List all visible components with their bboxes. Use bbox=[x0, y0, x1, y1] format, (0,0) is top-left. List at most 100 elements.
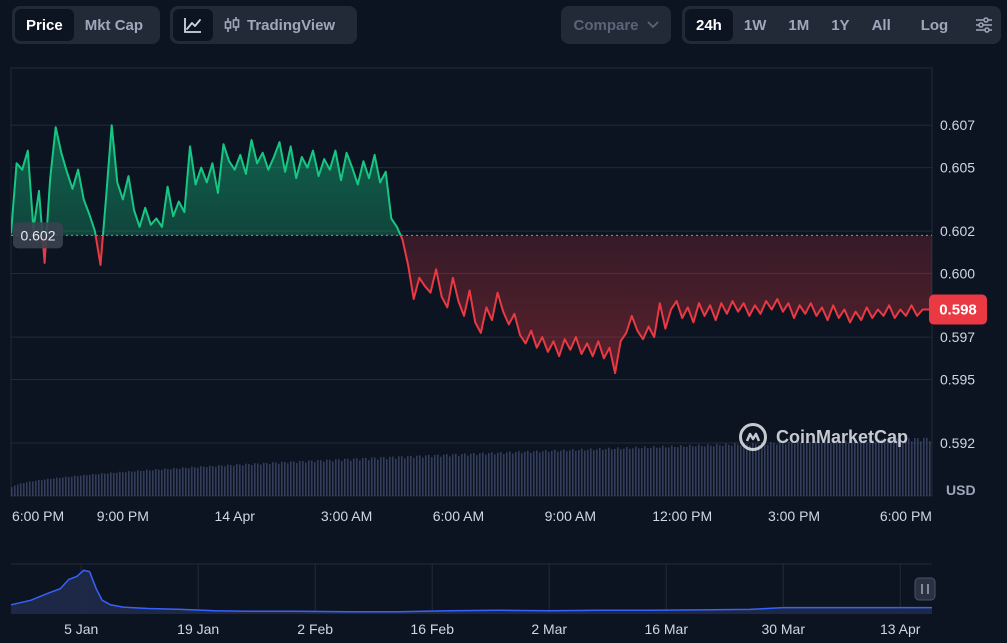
volume-bar bbox=[437, 454, 439, 496]
current-price-label: 0.598 bbox=[939, 302, 977, 319]
volume-bar bbox=[650, 447, 652, 496]
volume-bar bbox=[590, 448, 592, 496]
volume-bar bbox=[827, 441, 829, 496]
navigator-tick-label: 2 Mar bbox=[531, 621, 567, 637]
volume-bar bbox=[674, 446, 676, 496]
volume-bar bbox=[701, 445, 703, 496]
range-toggle: 24h 1W 1M 1Y All Log bbox=[682, 6, 1001, 44]
volume-bar bbox=[362, 457, 364, 496]
volume-bar bbox=[767, 444, 769, 496]
x-tick-label: 9:00 AM bbox=[545, 508, 596, 524]
navigator-tick-label: 5 Jan bbox=[64, 621, 98, 637]
volume-bar bbox=[599, 447, 601, 496]
volume-bar bbox=[665, 447, 667, 496]
volume-bar bbox=[476, 455, 478, 496]
volume-bar bbox=[206, 467, 208, 496]
navigator-tick-label: 13 Apr bbox=[880, 621, 921, 637]
volume-bar bbox=[371, 457, 373, 496]
volume-bar bbox=[146, 469, 148, 496]
volume-bar bbox=[575, 450, 577, 496]
volume-bar bbox=[731, 445, 733, 496]
volume-bar bbox=[74, 475, 76, 496]
volume-bar bbox=[791, 442, 793, 496]
navigator-tick-label: 30 Mar bbox=[761, 621, 805, 637]
volume-bar bbox=[50, 479, 52, 496]
range-24h[interactable]: 24h bbox=[685, 9, 733, 41]
volume-bar bbox=[602, 449, 604, 496]
volume-bar bbox=[332, 461, 334, 496]
volume-bar bbox=[89, 475, 91, 496]
volume-bar bbox=[248, 464, 250, 496]
volume-bar bbox=[260, 464, 262, 496]
tab-price[interactable]: Price bbox=[15, 9, 74, 41]
y-tick-label: 0.607 bbox=[940, 117, 975, 133]
tab-mkt-cap[interactable]: Mkt Cap bbox=[84, 16, 144, 34]
volume-bar bbox=[107, 473, 109, 496]
volume-bar bbox=[587, 449, 589, 496]
range-all[interactable]: All bbox=[871, 16, 891, 34]
chart-settings-button[interactable] bbox=[967, 9, 1001, 41]
volume-bar bbox=[521, 453, 523, 496]
log-scale-button[interactable]: Log bbox=[920, 16, 949, 34]
volume-bar bbox=[290, 461, 292, 496]
volume-bar bbox=[179, 468, 181, 496]
volume-bar bbox=[659, 447, 661, 496]
volume-bar bbox=[854, 440, 856, 496]
volume-bar bbox=[83, 474, 85, 496]
volume-bar bbox=[272, 462, 274, 496]
volume-bar bbox=[110, 472, 112, 496]
volume-bar bbox=[716, 443, 718, 496]
volume-bar bbox=[131, 471, 133, 496]
watermark-text: CoinMarketCap bbox=[776, 426, 909, 447]
volume-bar bbox=[251, 464, 253, 496]
coinmarketcap-logo-icon bbox=[739, 423, 767, 451]
volume-bar bbox=[224, 466, 226, 496]
volume-bar bbox=[278, 463, 280, 496]
volume-bar bbox=[785, 444, 787, 496]
volume-bar bbox=[308, 460, 310, 496]
volume-bar bbox=[155, 469, 157, 496]
volume-bar bbox=[56, 477, 58, 496]
volume-bar bbox=[113, 472, 115, 496]
navigator-area bbox=[11, 570, 932, 614]
volume-bar bbox=[329, 459, 331, 496]
volume-bar bbox=[401, 456, 403, 496]
volume-bar bbox=[389, 456, 391, 496]
volume-bar bbox=[368, 460, 370, 496]
volume-bar bbox=[899, 438, 901, 496]
volume-bar bbox=[116, 472, 118, 496]
volume-bar bbox=[836, 440, 838, 496]
volume-bar bbox=[683, 446, 685, 496]
volume-bar bbox=[92, 473, 94, 496]
compare-dropdown[interactable]: Compare bbox=[561, 6, 671, 44]
volume-bar bbox=[365, 457, 367, 496]
range-1w[interactable]: 1W bbox=[743, 16, 767, 34]
volume-bar bbox=[392, 456, 394, 496]
coinmarketcap-watermark: CoinMarketCap bbox=[738, 422, 908, 452]
range-1y[interactable]: 1Y bbox=[831, 16, 850, 34]
navigator-tick-label: 19 Jan bbox=[177, 621, 219, 637]
volume-bar bbox=[101, 473, 103, 496]
volume-bar bbox=[719, 445, 721, 496]
volume-bar bbox=[65, 476, 67, 496]
navigator-tick-label: 2 Feb bbox=[297, 621, 333, 637]
volume-bar bbox=[440, 456, 442, 496]
tradingview-button[interactable]: TradingView bbox=[213, 16, 345, 34]
volume-bar bbox=[497, 452, 499, 496]
volume-bar bbox=[68, 477, 70, 496]
volume-bar bbox=[737, 444, 739, 496]
volume-bar bbox=[545, 450, 547, 496]
volume-bar bbox=[812, 443, 814, 496]
volume-bar bbox=[293, 461, 295, 496]
line-chart-button[interactable] bbox=[173, 9, 213, 41]
y-tick-label: 0.605 bbox=[940, 160, 975, 176]
volume-bar bbox=[374, 457, 376, 496]
volume-bar bbox=[608, 447, 610, 496]
range-1m[interactable]: 1M bbox=[788, 16, 810, 34]
volume-bar bbox=[383, 457, 385, 496]
volume-bar bbox=[314, 462, 316, 496]
volume-bar bbox=[605, 449, 607, 496]
volume-bar bbox=[818, 441, 820, 496]
navigator-handle bbox=[914, 577, 936, 601]
